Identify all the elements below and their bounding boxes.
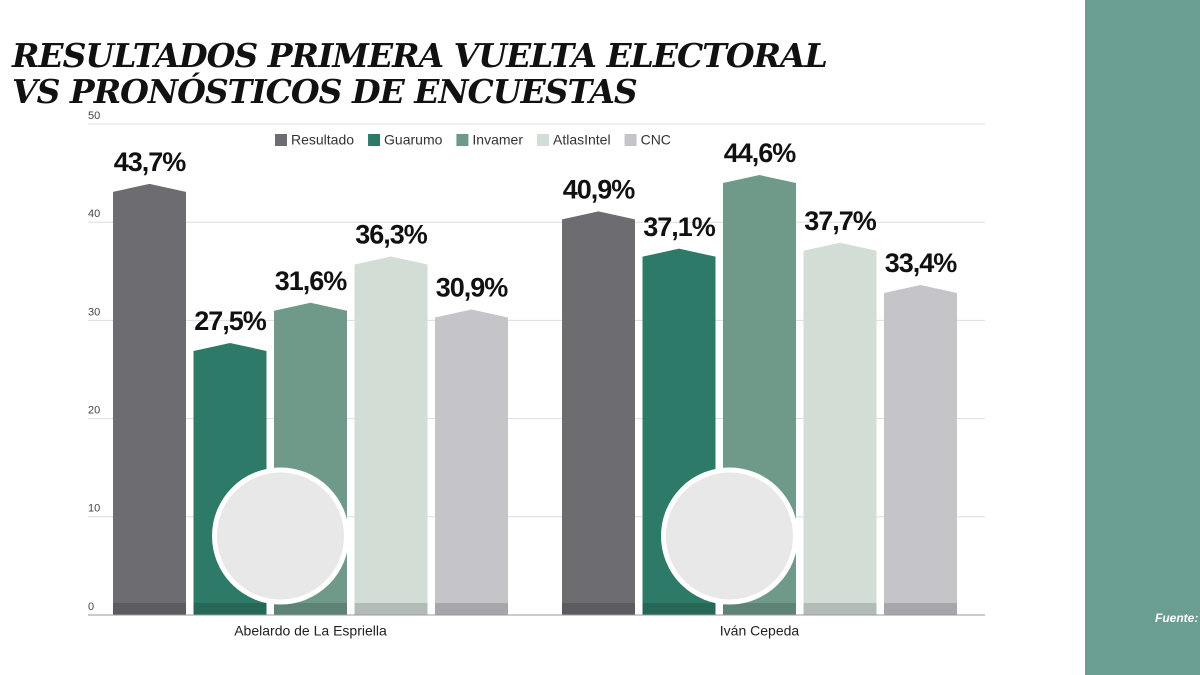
chart-title: RESULTADOS PRIMERA VUELTA ELECTORAL [11, 36, 827, 75]
legend-swatch [368, 134, 381, 146]
bar-base [884, 603, 957, 615]
photo [661, 467, 798, 605]
y-tick-label: 40 [88, 208, 100, 220]
value-label: 43,7% [114, 147, 187, 177]
y-tick-label: 10 [88, 503, 100, 515]
bar [562, 211, 635, 615]
bar [113, 183, 186, 615]
value-label: 33,4% [885, 248, 958, 278]
legend-swatch [456, 134, 469, 146]
value-label: 31,6% [275, 266, 348, 296]
legend-label: Invamer [472, 132, 523, 148]
bar-base [193, 603, 267, 615]
source: Fuente: [1155, 611, 1198, 625]
legend-swatch [536, 134, 549, 146]
y-tick-label: 20 [88, 405, 100, 417]
value-label: 36,3% [355, 220, 428, 250]
bar-base [435, 603, 508, 615]
legend-label: AtlasIntel [553, 132, 611, 148]
value-label: 37,7% [804, 206, 877, 236]
bar [435, 309, 508, 615]
y-tick-label: 50 [88, 110, 100, 122]
bar [354, 256, 428, 615]
legend-swatch [624, 134, 637, 146]
value-label: 27,5% [194, 306, 267, 336]
chart-title: VS PRONÓSTICOS DE ENCUESTAS [12, 71, 637, 111]
photo [212, 467, 349, 605]
bar-base [562, 603, 635, 615]
bar-base [803, 603, 877, 615]
legend-swatch [275, 134, 287, 146]
legend-label: Resultado [291, 132, 354, 148]
value-label: 30,9% [436, 273, 509, 303]
bar-base [354, 603, 428, 615]
x-tick-label: Iván Cepeda [720, 623, 800, 639]
bar-base [113, 603, 186, 615]
bar-base [642, 603, 716, 615]
bar-base [274, 603, 347, 615]
value-label: 40,9% [563, 174, 636, 204]
value-label: 44,6% [724, 138, 797, 168]
legend-label: Guarumo [384, 132, 443, 148]
side-panel [1085, 0, 1200, 675]
bar [884, 285, 957, 615]
value-label: 37,1% [643, 212, 716, 242]
y-tick-label: 30 [88, 306, 100, 318]
bar [803, 242, 877, 615]
y-tick-label: 0 [88, 601, 94, 613]
legend-label: CNC [641, 132, 671, 148]
bar-base [723, 603, 796, 615]
x-tick-label: Abelardo de La Espriella [234, 623, 387, 639]
